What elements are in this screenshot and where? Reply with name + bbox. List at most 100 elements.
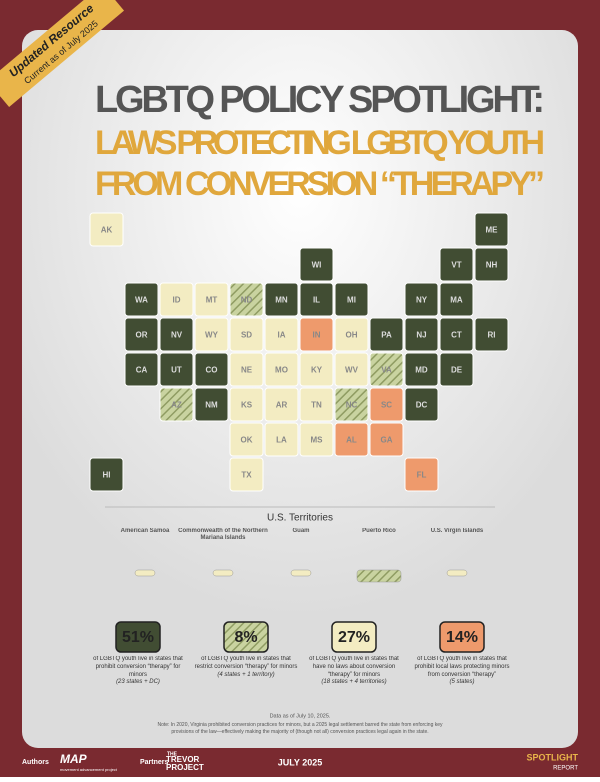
state: [334, 317, 369, 352]
stat-text: of LGBTQ youth live in states that prohi…: [93, 656, 183, 678]
state-label: WA: [135, 296, 148, 305]
state-label: RI: [488, 331, 496, 340]
stat-text: of LGBTQ youth live in states that prohi…: [414, 656, 510, 678]
state: [264, 387, 299, 422]
state: [124, 282, 159, 317]
state: [299, 317, 334, 352]
state: [334, 387, 369, 422]
state-label: MO: [275, 366, 288, 375]
title-line: FROM CONVERSION “THERAPY”: [95, 165, 545, 203]
state-label: OR: [136, 331, 148, 340]
state: [264, 352, 299, 387]
partners-box: TREVOR PROJECT: [166, 756, 204, 772]
state-label: ME: [486, 226, 499, 235]
state: [229, 457, 264, 492]
state-label: AL: [346, 436, 357, 445]
state-label: IN: [313, 331, 321, 340]
stat-text-wrap: of LGBTQ youth live in states that restr…: [194, 656, 298, 679]
state: [404, 387, 439, 422]
state: [264, 282, 299, 317]
state-label: VA: [381, 366, 392, 375]
state: [89, 212, 124, 247]
state-label: NY: [416, 296, 428, 305]
stat-box: [331, 621, 377, 653]
state-label: FL: [417, 471, 427, 480]
territory-label-box: Puerto Rico: [362, 528, 396, 534]
state: [369, 352, 404, 387]
state-label: NE: [241, 366, 253, 375]
stat-text-box: of LGBTQ youth live in states that restr…: [194, 656, 298, 679]
state-label: MN: [275, 296, 288, 305]
authors: MAP: [60, 752, 88, 766]
partners-label: Partners: [140, 759, 169, 766]
stat-value: 8%: [234, 629, 257, 646]
state-label: NV: [171, 331, 183, 340]
stat-text-box: of LGBTQ youth live in states that prohi…: [414, 656, 510, 685]
us-map: AK ME WI VT NH WA ID MT ND MN IL MI NY MA OR NV WY SD IA IN…: [89, 212, 509, 492]
state-label: WI: [312, 261, 322, 270]
territory-shape: [134, 569, 156, 577]
state-label: AZ: [171, 401, 182, 410]
territory-name: American Samoa: [120, 528, 170, 534]
state: [89, 457, 124, 492]
stat-text-box: of LGBTQ youth live in states that have …: [309, 656, 399, 686]
state-label: GA: [381, 436, 393, 445]
territory-shape: [356, 569, 402, 583]
state: [299, 247, 334, 282]
state: [439, 352, 474, 387]
stats: 51% of LGBTQ youth live in states that pr…: [93, 621, 510, 686]
state-label: HI: [103, 471, 111, 480]
stat-value: 27%: [338, 629, 370, 646]
state-label: AR: [276, 401, 288, 410]
state: [334, 352, 369, 387]
state-label: OK: [241, 436, 253, 445]
partners: TREVOR PROJECT: [166, 756, 204, 772]
state-label: IL: [313, 296, 320, 305]
state: [334, 422, 369, 457]
state: [334, 282, 369, 317]
state-label: ID: [173, 296, 181, 305]
state: [194, 282, 229, 317]
state: [229, 282, 264, 317]
title-line: LGBTQ POLICY SPOTLIGHT:: [95, 79, 545, 121]
state-label: IA: [278, 331, 286, 340]
state-label: KY: [311, 366, 323, 375]
state-label: DC: [416, 401, 428, 410]
territories-title: U.S. Territories: [267, 513, 333, 524]
state-label: MT: [206, 296, 218, 305]
state-label: SC: [381, 401, 392, 410]
state-label: MI: [347, 296, 356, 305]
state: [369, 422, 404, 457]
state: [159, 282, 194, 317]
territory-name: Commonwealth of the Northern Mariana Isl…: [178, 528, 268, 542]
state-label: AK: [101, 226, 113, 235]
state: [229, 317, 264, 352]
state: [159, 317, 194, 352]
state: [439, 317, 474, 352]
stat-box: [115, 621, 161, 653]
state-label: PA: [381, 331, 392, 340]
state-label: NH: [486, 261, 498, 270]
state: [404, 282, 439, 317]
state-label: OH: [346, 331, 358, 340]
stat-note: (18 states + 4 territories): [321, 679, 387, 686]
brand: SPOTLIGHT: [527, 752, 579, 762]
state: [299, 352, 334, 387]
stat-box: [439, 621, 485, 653]
state: [229, 387, 264, 422]
state-label: CT: [451, 331, 462, 340]
title-line: LAWS PROTECTING LGBTQ YOUTH: [95, 124, 545, 162]
stat-note: (23 states + DC): [116, 679, 160, 686]
state: [299, 387, 334, 422]
stat-text: of LGBTQ youth live in states that have …: [309, 656, 399, 678]
territory-label-box: U.S. Virgin Islands: [431, 528, 484, 534]
state-label: KS: [241, 401, 253, 410]
authors-sub: movement advancement project: [60, 767, 118, 772]
territory-label-box: Guam: [292, 528, 309, 534]
state-label: TN: [311, 401, 322, 410]
territory-shape: [212, 569, 234, 577]
state: [369, 317, 404, 352]
state-label: NJ: [416, 331, 426, 340]
state-label: SD: [241, 331, 252, 340]
